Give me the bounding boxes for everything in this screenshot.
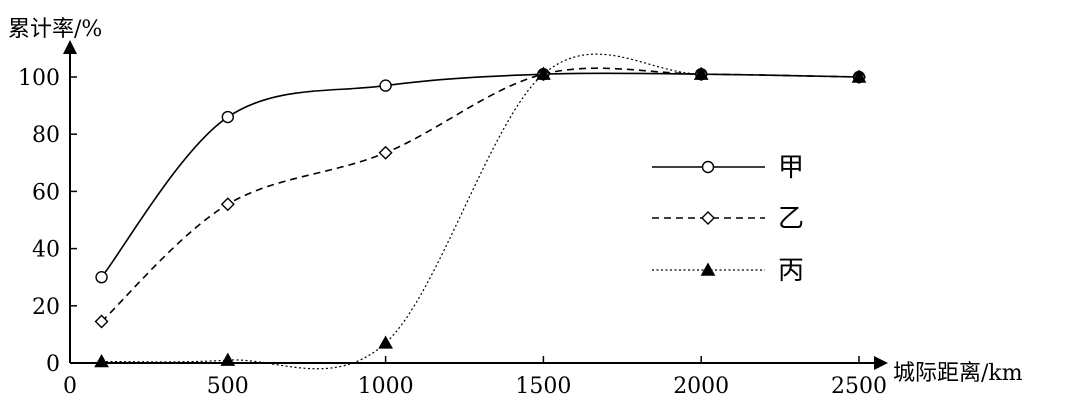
y-axis-title: 累计率/% (8, 17, 102, 42)
y-tick-label: 80 (32, 123, 60, 148)
legend: 甲乙丙 (652, 153, 804, 286)
series-2-point-3 (378, 145, 393, 160)
y-tick-label: 20 (32, 295, 60, 320)
y-tick-label: 40 (32, 238, 60, 263)
series-3-point-3 (378, 335, 393, 349)
y-tick-label: 100 (18, 66, 60, 91)
x-tick-label: 1000 (358, 374, 414, 399)
y-tick-label: 0 (46, 352, 60, 377)
x-ticks: 0 500 1000 1500 2000 2500 (63, 356, 887, 399)
axes (63, 40, 888, 370)
series-3-point-6 (851, 69, 867, 83)
legend-marker-3 (700, 262, 716, 276)
y-axis-arrow (63, 40, 77, 54)
legend-marker-2 (701, 211, 715, 225)
x-tick-label: 500 (207, 374, 249, 399)
x-tick-label: 1500 (515, 374, 571, 399)
series-line-1 (100, 72, 860, 278)
legend-label-2: 乙 (778, 204, 804, 234)
x-tick-label: 0 (63, 374, 77, 399)
series-3-point-5 (693, 66, 709, 80)
series-2-point-2 (220, 197, 235, 212)
series-2-point-1 (94, 314, 109, 329)
x-axis-arrow (874, 356, 888, 370)
legend-label-3: 丙 (778, 256, 804, 286)
x-tick-label: 2000 (673, 374, 729, 399)
series-1-point-3 (379, 79, 392, 92)
legend-marker-1 (701, 160, 715, 174)
series-3-point-1 (94, 354, 109, 368)
y-tick-label: 60 (32, 180, 60, 205)
y-ticks: 0 20 40 60 80 100 (18, 66, 77, 377)
series-1-point-2 (221, 110, 235, 124)
series-3-point-4 (536, 66, 551, 80)
x-tick-label: 2500 (831, 374, 887, 399)
series-3-point-2 (220, 352, 236, 366)
series-1-point-1 (95, 271, 108, 284)
series-line-2 (101, 67, 860, 323)
series-group (94, 53, 867, 370)
legend-label-1: 甲 (778, 153, 804, 183)
x-axis-title: 城际距离/km (893, 361, 1023, 386)
